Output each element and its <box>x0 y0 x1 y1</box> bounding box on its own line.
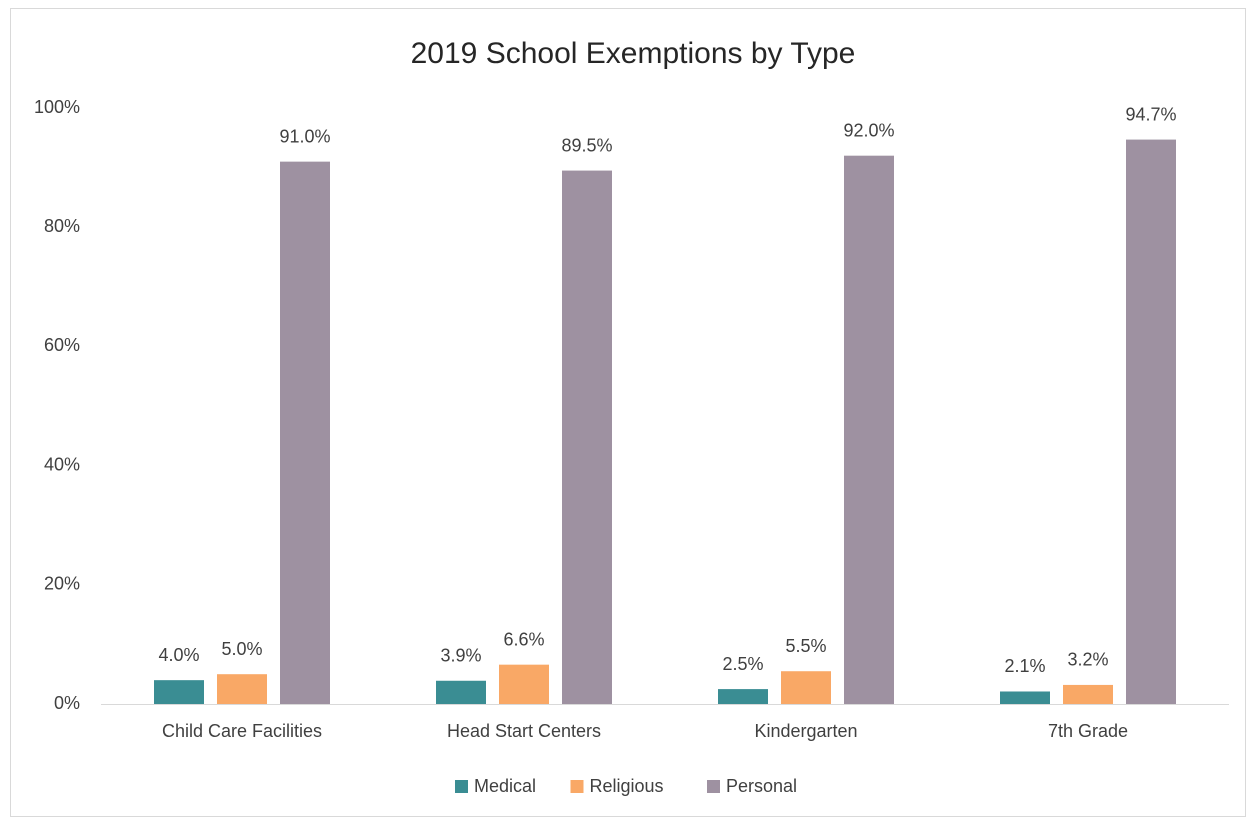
value-label: 3.9% <box>440 646 481 666</box>
value-label: 92.0% <box>843 120 894 140</box>
value-label: 89.5% <box>561 135 612 155</box>
value-label: 94.7% <box>1125 104 1176 124</box>
value-label: 4.0% <box>158 645 199 665</box>
bar <box>718 689 768 704</box>
value-label: 5.0% <box>221 639 262 659</box>
bar <box>280 161 330 704</box>
value-label: 3.2% <box>1067 650 1108 670</box>
legend-swatch <box>455 780 468 793</box>
value-label: 6.6% <box>503 629 544 649</box>
bar <box>1000 691 1050 704</box>
y-tick-label: 60% <box>44 335 80 355</box>
bar <box>562 170 612 704</box>
bar <box>781 671 831 704</box>
legend-label: Medical <box>474 776 536 796</box>
bar <box>1063 684 1113 704</box>
bar <box>154 680 204 704</box>
x-tick-label: Kindergarten <box>754 721 857 741</box>
y-tick-label: 100% <box>34 97 80 117</box>
y-tick-label: 40% <box>44 454 80 474</box>
x-tick-label: Child Care Facilities <box>162 721 322 741</box>
y-tick-label: 0% <box>54 693 80 713</box>
x-tick-label: Head Start Centers <box>447 721 601 741</box>
legend-swatch <box>570 780 584 793</box>
bar <box>844 155 894 704</box>
bar <box>1126 139 1176 704</box>
chart-border <box>10 8 1246 817</box>
legend-swatch <box>707 780 720 793</box>
y-tick-label: 20% <box>44 574 80 594</box>
bar <box>436 680 486 704</box>
y-tick-label: 80% <box>44 216 80 236</box>
x-tick-label: 7th Grade <box>1048 721 1128 741</box>
legend-label: Personal <box>726 776 797 796</box>
value-label: 5.5% <box>785 636 826 656</box>
bar <box>217 674 267 704</box>
value-label: 2.5% <box>722 654 763 674</box>
value-label: 91.0% <box>279 126 330 146</box>
chart-title: 2019 School Exemptions by Type <box>411 37 856 70</box>
value-label: 2.1% <box>1004 656 1045 676</box>
legend-label: Religious <box>590 776 664 796</box>
bar <box>499 664 549 704</box>
